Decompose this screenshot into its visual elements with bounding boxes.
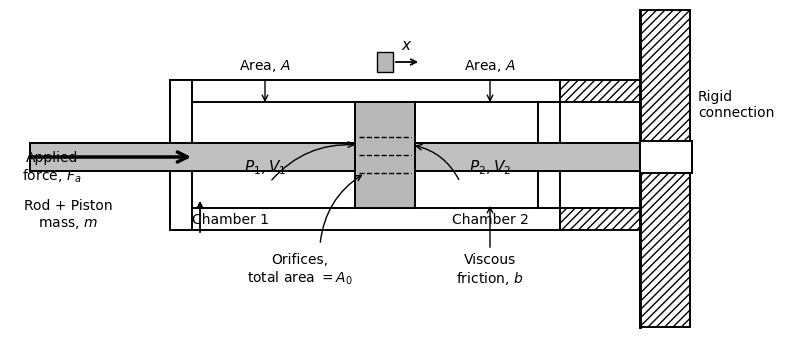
Bar [538, 102, 560, 143]
Bar [560, 80, 640, 102]
Bar [170, 208, 560, 230]
Text: Orifices,
total area $= A_0$: Orifices, total area $= A_0$ [247, 253, 353, 287]
Bar [30, 143, 355, 171]
Text: Chamber 1: Chamber 1 [192, 213, 269, 227]
Text: $P_2, V_2$: $P_2, V_2$ [469, 159, 511, 177]
Bar [170, 80, 192, 230]
Bar [170, 80, 560, 102]
Bar [538, 171, 560, 208]
Text: Area, $A$: Area, $A$ [239, 58, 291, 74]
Text: Rod + Piston
mass, $m$: Rod + Piston mass, $m$ [24, 200, 112, 231]
Text: Chamber 2: Chamber 2 [452, 213, 529, 227]
Text: Area, $A$: Area, $A$ [464, 58, 516, 74]
Bar [560, 208, 640, 230]
Bar [415, 143, 655, 171]
Text: Rigid
connection: Rigid connection [698, 90, 775, 120]
Bar [640, 10, 690, 327]
Bar [640, 141, 692, 173]
Text: Applied
force, $F_a$: Applied force, $F_a$ [22, 151, 82, 185]
Text: $P_1, V_1$: $P_1, V_1$ [244, 159, 286, 177]
Text: $x$: $x$ [401, 37, 413, 53]
Bar [377, 52, 393, 72]
Bar [355, 102, 415, 208]
Text: Viscous
friction, $b$: Viscous friction, $b$ [456, 253, 524, 287]
